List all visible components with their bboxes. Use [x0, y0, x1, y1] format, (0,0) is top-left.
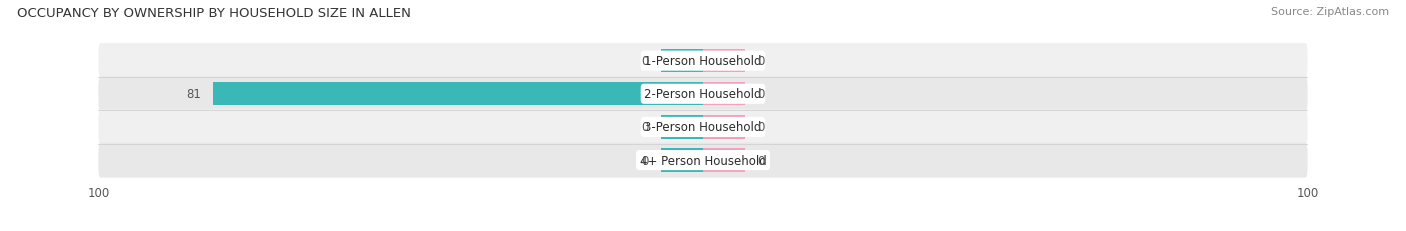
- Text: 0: 0: [758, 121, 765, 134]
- Bar: [703, 149, 745, 172]
- Text: 81: 81: [187, 88, 201, 101]
- Text: 1-Person Household: 1-Person Household: [644, 55, 762, 68]
- Text: 0: 0: [758, 154, 765, 167]
- Bar: [661, 149, 703, 172]
- Text: 2-Person Household: 2-Person Household: [644, 88, 762, 101]
- Bar: [703, 83, 745, 106]
- Bar: [661, 116, 703, 139]
- Text: Source: ZipAtlas.com: Source: ZipAtlas.com: [1271, 7, 1389, 17]
- Text: OCCUPANCY BY OWNERSHIP BY HOUSEHOLD SIZE IN ALLEN: OCCUPANCY BY OWNERSHIP BY HOUSEHOLD SIZE…: [17, 7, 411, 20]
- Bar: [703, 50, 745, 73]
- FancyBboxPatch shape: [98, 44, 1308, 79]
- Text: 0: 0: [758, 55, 765, 68]
- Bar: [214, 83, 703, 106]
- Text: 0: 0: [641, 121, 648, 134]
- Bar: [703, 116, 745, 139]
- FancyBboxPatch shape: [98, 143, 1308, 178]
- Bar: [661, 50, 703, 73]
- Text: 3-Person Household: 3-Person Household: [644, 121, 762, 134]
- FancyBboxPatch shape: [98, 110, 1308, 145]
- Text: 0: 0: [758, 88, 765, 101]
- FancyBboxPatch shape: [98, 77, 1308, 112]
- Text: 4+ Person Household: 4+ Person Household: [640, 154, 766, 167]
- Text: 0: 0: [641, 55, 648, 68]
- Text: 0: 0: [641, 154, 648, 167]
